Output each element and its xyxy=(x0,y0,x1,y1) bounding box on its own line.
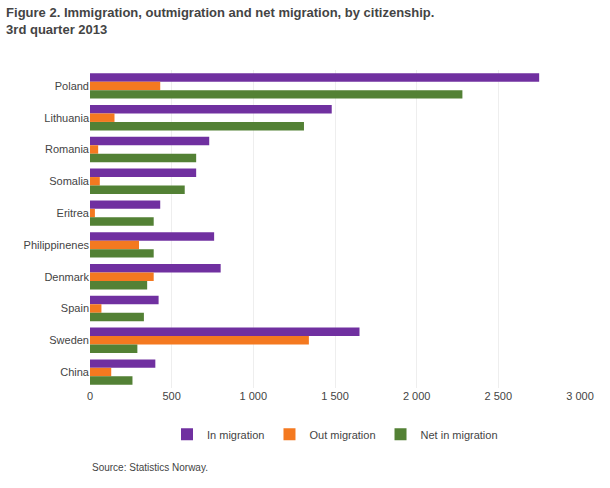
svg-text:Philippinenes: Philippinenes xyxy=(24,239,90,251)
svg-text:Somalia: Somalia xyxy=(49,175,90,187)
svg-text:Out migration: Out migration xyxy=(309,429,375,441)
svg-text:Romania: Romania xyxy=(45,143,90,155)
svg-text:Sweden: Sweden xyxy=(49,334,89,346)
svg-text:Figure 2. Immigration, outmigr: Figure 2. Immigration, outmigration and … xyxy=(6,5,434,37)
svg-text:2 500: 2 500 xyxy=(485,390,513,402)
svg-text:0: 0 xyxy=(87,390,93,402)
svg-text:China: China xyxy=(60,366,90,378)
svg-text:1 000: 1 000 xyxy=(240,390,268,402)
svg-text:Poland: Poland xyxy=(55,80,89,92)
svg-text:In migration: In migration xyxy=(207,429,264,441)
svg-text:2 000: 2 000 xyxy=(403,390,431,402)
svg-text:Net in migration: Net in migration xyxy=(421,429,498,441)
svg-text:Denmark: Denmark xyxy=(44,271,89,283)
svg-text:Spain: Spain xyxy=(61,302,89,314)
svg-text:3 000: 3 000 xyxy=(566,390,594,402)
svg-text:500: 500 xyxy=(162,390,180,402)
svg-text:Source: Statistics Norway.: Source: Statistics Norway. xyxy=(92,462,208,473)
svg-text:Lithuania: Lithuania xyxy=(44,112,90,124)
svg-text:1 500: 1 500 xyxy=(321,390,349,402)
svg-text:Eritrea: Eritrea xyxy=(57,207,90,219)
